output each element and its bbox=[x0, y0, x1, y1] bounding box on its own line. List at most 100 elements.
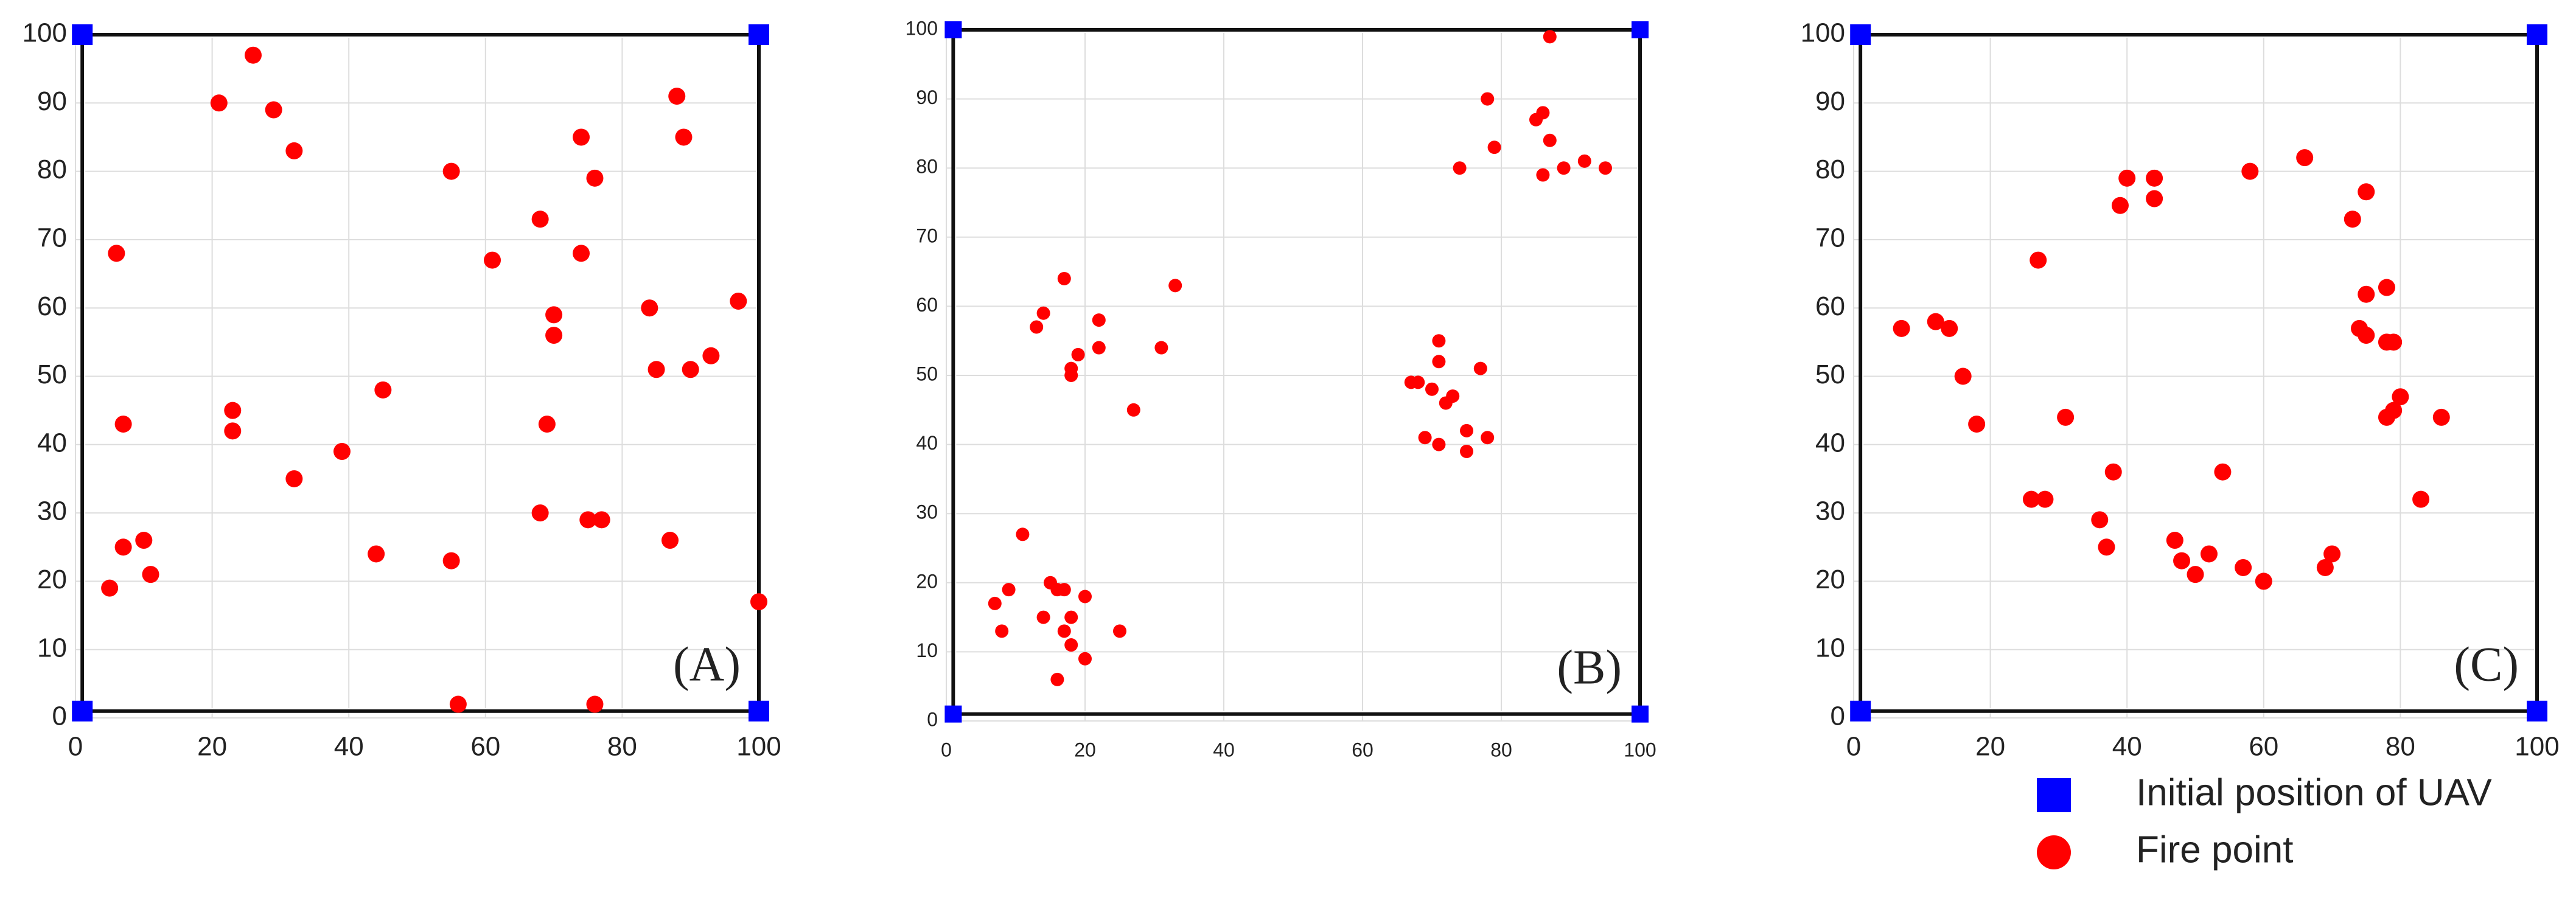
fire-point bbox=[1536, 168, 1550, 182]
fire-point bbox=[1543, 30, 1557, 44]
x-tick-label: 100 bbox=[2515, 732, 2559, 762]
fire-point bbox=[668, 88, 686, 105]
fire-point bbox=[1016, 527, 1030, 541]
area-boundary bbox=[1859, 33, 2539, 713]
area-boundary-inner bbox=[955, 32, 1638, 712]
fire-point bbox=[2030, 251, 2047, 269]
fire-point bbox=[1064, 610, 1078, 624]
legend-label: Initial position of UAV bbox=[2136, 771, 2492, 813]
x-tick-label: 100 bbox=[736, 732, 781, 762]
uav-marker bbox=[1632, 705, 1649, 723]
fire-point bbox=[1543, 133, 1557, 147]
fire-point bbox=[545, 327, 563, 344]
fire-point bbox=[1927, 313, 1944, 330]
fire-point bbox=[285, 470, 303, 487]
fire-point bbox=[531, 211, 549, 228]
fire-point bbox=[1168, 279, 1182, 293]
fire-point bbox=[995, 624, 1009, 638]
fire-point bbox=[1481, 431, 1495, 445]
fire-point bbox=[2098, 538, 2115, 556]
fire-point bbox=[661, 532, 679, 549]
x-tick-label: 40 bbox=[334, 732, 364, 762]
y-tick-label: 50 bbox=[916, 363, 938, 385]
fire-point bbox=[1057, 271, 1071, 285]
fire-point bbox=[1092, 313, 1106, 327]
fire-point bbox=[2255, 573, 2272, 590]
fire-point bbox=[135, 532, 153, 549]
fire-point bbox=[285, 142, 303, 159]
y-tick-label: 40 bbox=[916, 432, 938, 454]
fire-point bbox=[484, 251, 501, 269]
x-tick-label: 100 bbox=[1624, 739, 1656, 761]
y-tick-label: 70 bbox=[37, 223, 67, 253]
fire-point bbox=[1577, 154, 1591, 168]
fire-point bbox=[1941, 319, 1958, 337]
fire-point bbox=[1078, 590, 1092, 604]
fire-point bbox=[449, 695, 467, 713]
fire-point bbox=[1057, 624, 1071, 638]
fire-point bbox=[2378, 279, 2395, 296]
fire-point bbox=[1432, 437, 1446, 451]
legend-label: Fire point bbox=[2136, 829, 2293, 871]
y-tick-label: 40 bbox=[37, 428, 67, 458]
fire-point bbox=[1487, 141, 1501, 155]
fire-point bbox=[1432, 334, 1446, 348]
x-tick-label: 60 bbox=[470, 732, 500, 762]
fire-point bbox=[545, 306, 563, 324]
area-boundary bbox=[951, 28, 1642, 716]
fire-point bbox=[2118, 169, 2136, 187]
fire-point bbox=[573, 128, 590, 146]
x-tick-label: 20 bbox=[197, 732, 227, 762]
fire-point bbox=[1064, 369, 1078, 382]
fire-point bbox=[988, 596, 1002, 610]
x-tick-label: 40 bbox=[1213, 739, 1235, 761]
fire-point bbox=[1154, 341, 1168, 355]
y-tick-label: 80 bbox=[37, 155, 67, 184]
fire-point bbox=[2241, 162, 2259, 180]
fire-point bbox=[730, 292, 747, 310]
fire-point bbox=[374, 381, 392, 399]
y-tick-label: 90 bbox=[916, 86, 938, 108]
fire-point bbox=[1536, 106, 1550, 120]
fire-point bbox=[108, 245, 125, 262]
y-tick-label: 40 bbox=[1815, 428, 1845, 458]
y-tick-label: 10 bbox=[916, 639, 938, 661]
legend-marker bbox=[2037, 778, 2071, 812]
fire-point bbox=[675, 128, 693, 146]
x-tick-label: 20 bbox=[1074, 739, 1096, 761]
panel-label: (A) bbox=[673, 638, 741, 691]
uav-marker bbox=[749, 700, 769, 722]
fire-point bbox=[1557, 161, 1571, 175]
y-tick-label: 30 bbox=[37, 496, 67, 526]
y-tick-label: 100 bbox=[1801, 18, 1845, 48]
fire-point bbox=[2358, 327, 2375, 344]
fire-point bbox=[538, 416, 556, 433]
area-boundary-inner bbox=[1862, 37, 2535, 709]
y-tick-label: 60 bbox=[916, 294, 938, 316]
fire-point bbox=[1036, 306, 1050, 320]
fire-point bbox=[442, 162, 460, 180]
fire-point bbox=[2022, 490, 2040, 508]
y-tick-label: 20 bbox=[37, 565, 67, 594]
fire-point bbox=[1432, 355, 1446, 369]
y-tick-label: 20 bbox=[1815, 565, 1845, 594]
x-tick-label: 60 bbox=[2249, 732, 2278, 762]
fire-point bbox=[2412, 490, 2430, 508]
y-tick-label: 100 bbox=[23, 18, 67, 48]
fire-point bbox=[2091, 511, 2109, 529]
panel-label: (C) bbox=[2454, 638, 2519, 691]
fire-point bbox=[2323, 545, 2341, 563]
x-tick-label: 40 bbox=[2112, 732, 2142, 762]
fire-point bbox=[2214, 463, 2232, 481]
fire-point bbox=[2200, 545, 2218, 563]
fire-point bbox=[101, 579, 119, 597]
y-tick-label: 90 bbox=[37, 86, 67, 116]
x-tick-label: 80 bbox=[2386, 732, 2415, 762]
fire-point bbox=[2392, 388, 2409, 406]
fire-point bbox=[265, 101, 282, 119]
fire-point bbox=[2385, 333, 2403, 351]
y-tick-label: 60 bbox=[1815, 291, 1845, 321]
uav-marker bbox=[1850, 700, 1871, 722]
y-tick-label: 0 bbox=[52, 701, 67, 731]
